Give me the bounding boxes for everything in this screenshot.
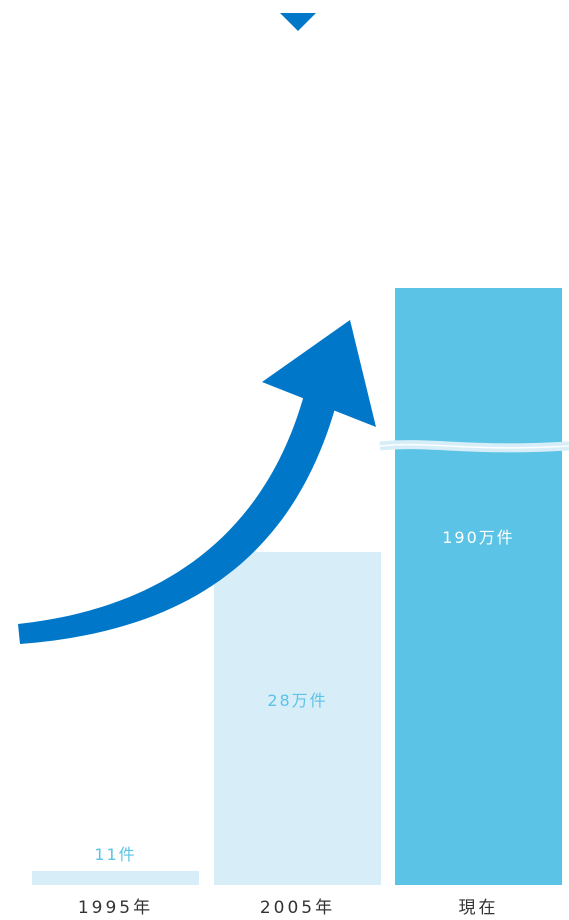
bars-layer [32,288,562,885]
data-label-3: 190万件 [442,528,515,547]
axis-break-edge [379,443,569,449]
data-label-2: 28万件 [267,691,327,710]
bar-1 [32,871,199,885]
curved-arrow-icon [18,395,336,644]
category-label-2: 2005年 [260,898,335,918]
bar-2 [214,552,381,885]
arrow-head-icon [262,320,376,427]
data-label-1: 11件 [94,845,136,864]
category-label-3: 現在 [459,898,499,918]
down-triangle-icon [280,13,316,31]
category-label-1: 1995年 [78,898,153,918]
bar-3 [395,288,562,885]
labels-layer: 11件 28万件 190万件 1995年 2005年 現在 [78,528,515,918]
